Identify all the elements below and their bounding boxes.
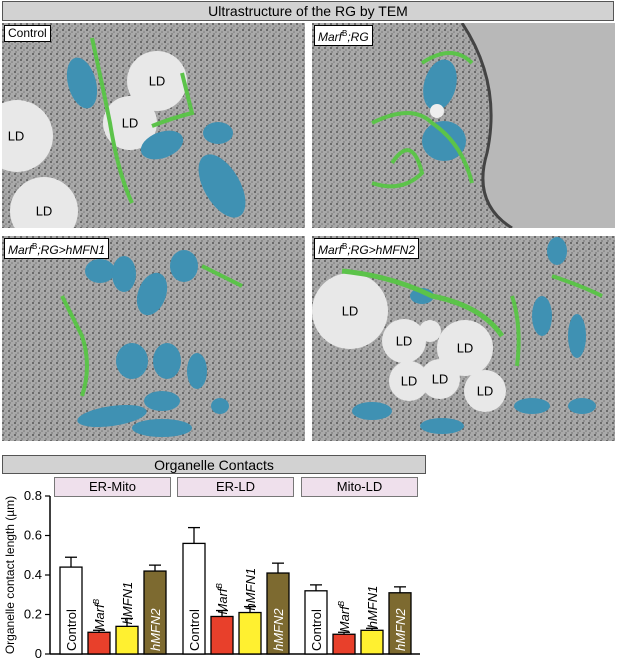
category-label: hMFN2 <box>148 608 163 651</box>
group-label-er-mito: ER-Mito <box>54 477 171 497</box>
tem-image-control <box>2 23 305 228</box>
gene-name: Marf <box>318 30 342 44</box>
tem-panel-hmfn1: MarfB;RG>hMFN1 <box>2 236 305 441</box>
ld-label: LD <box>148 73 166 89</box>
tem-image-marf-rg <box>312 23 615 228</box>
tem-panel-marf-rg: MarfB;RG <box>312 23 615 228</box>
ld-label: LD <box>121 115 139 131</box>
y-tick-label: 0.6 <box>24 528 42 543</box>
tem-image-hmfn1 <box>2 236 305 441</box>
y-axis-label: Organelle contact length (µm) <box>3 496 17 654</box>
allele-sup: B <box>342 242 348 251</box>
bar <box>266 572 290 655</box>
y-tick-label: 0.4 <box>24 567 42 582</box>
category-label: MarfB <box>337 600 352 632</box>
bar <box>87 631 111 655</box>
y-tick-label: 0.2 <box>24 607 42 622</box>
genotype-rest: ;RG>hMFN2 <box>347 243 416 257</box>
y-tick-label: 0.8 <box>24 488 42 503</box>
ld-label: LD <box>431 371 449 387</box>
y-tick-label: 0 <box>35 646 42 660</box>
panel-label-marf-rg: MarfB;RG <box>314 25 373 46</box>
ld-label: LD <box>456 340 474 356</box>
bar <box>360 629 384 655</box>
ld-label: LD <box>341 303 359 319</box>
category-label: hMFN1 <box>120 582 135 625</box>
bar <box>388 592 412 655</box>
bar <box>210 615 234 655</box>
category-label: hMFN2 <box>271 608 286 651</box>
category-sup: B <box>92 598 101 604</box>
tem-panel-hmfn2: MarfB;RG>hMFN2 LD LD LD LD LD LD <box>312 236 615 441</box>
category-label: MarfB <box>215 582 230 614</box>
category-label: Control <box>187 609 202 651</box>
panel-label-hmfn2: MarfB;RG>hMFN2 <box>314 238 420 259</box>
category-label: MarfB <box>92 598 107 630</box>
panel-label-control: Control <box>4 25 51 42</box>
tem-image-hmfn2 <box>312 236 615 441</box>
category-sup: B <box>337 600 346 606</box>
bar <box>238 611 262 655</box>
figure-title-banner: Ultrastructure of the RG by TEM <box>2 1 614 21</box>
bar <box>182 542 206 655</box>
bar <box>115 625 139 655</box>
ld-label: LD <box>35 203 53 219</box>
category-sup: B <box>215 582 224 588</box>
chart-title-banner: Organelle Contacts <box>2 455 426 474</box>
gene-name: Marf <box>318 243 342 257</box>
category-label: hMFN2 <box>393 608 408 651</box>
ld-label: LD <box>400 373 418 389</box>
genotype-rest: ;RG <box>347 30 369 44</box>
panel-label-hmfn1: MarfB;RG>hMFN1 <box>4 238 110 259</box>
category-label: Control <box>64 609 79 651</box>
tem-panel-control: Control LD LD LD LD <box>2 23 305 228</box>
bar-chart: 0 0.2 0.4 0.6 0.8 Organelle contact length (µ… <box>3 488 420 660</box>
category-label: hMFN1 <box>365 586 380 629</box>
bar <box>332 633 356 655</box>
allele-sup: B <box>32 242 38 251</box>
gene-name: Marf <box>8 243 32 257</box>
ld-label: LD <box>7 128 25 144</box>
group-label-er-ld: ER-LD <box>177 477 294 497</box>
genotype-rest: ;RG>hMFN1 <box>37 243 106 257</box>
allele-sup: B <box>342 29 348 38</box>
ld-label: LD <box>476 383 494 399</box>
ld-label: LD <box>395 333 413 349</box>
category-label: hMFN1 <box>243 568 258 611</box>
category-label: Control <box>309 609 324 651</box>
group-label-mito-ld: Mito-LD <box>301 477 418 497</box>
